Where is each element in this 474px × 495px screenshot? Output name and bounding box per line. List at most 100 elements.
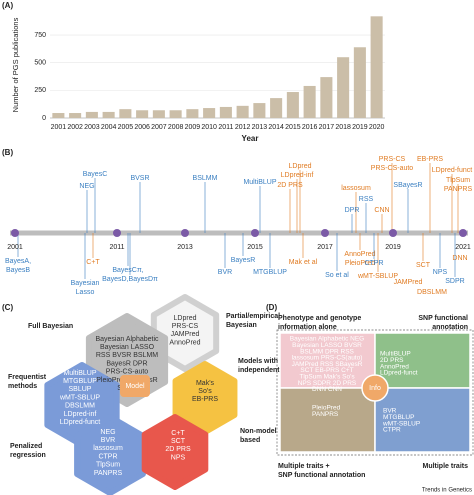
year-dot [11,229,19,237]
method: AnnoPred [169,339,200,346]
method: CTPR [383,427,401,434]
method: SBLUP [69,386,92,393]
method: 2D PRS [380,357,404,364]
method: lassosum [93,445,123,452]
panel-label: (C) [2,303,13,312]
method-label: LDpred-funct [432,167,473,174]
x-tick-label: 2018 [335,124,351,131]
method: So's [198,388,212,395]
method: DBSLMM [65,403,95,410]
bar [337,57,350,118]
group-label: regression [10,452,46,459]
method-label: NPS [433,269,448,276]
method: NPS SDPR 2D PRS [298,380,357,387]
year-dot [321,229,329,237]
x-tick-label: 2006 [134,124,150,131]
method-label: C+T [86,259,100,266]
method: TlpSum Mak's So's [299,374,355,381]
method-label: wMT-SBLUP [357,273,398,280]
group-label: annotation [432,324,468,331]
method-label: BayesR [231,257,256,264]
method: JAMPred RSS SBayesR [292,361,363,368]
method-label: BSLMM [193,175,218,182]
method-label: BVR [218,269,232,276]
center-circle [361,374,389,402]
method: LDpred-inf [64,411,97,418]
panel-label: (A) [2,1,13,10]
method: BSLMM DPR RSS [300,348,354,355]
method: AnnoPred [380,363,409,370]
bar [236,105,249,118]
hexagon [141,414,209,490]
method-label: MTGBLUP [253,269,287,276]
method-label: MultiBLUP [243,179,276,186]
bar [353,47,366,119]
method-label: BayesB [6,267,30,274]
method-label: Lasso [76,289,95,296]
method: PANPRS [94,470,123,477]
method: PRS-CS [172,323,199,330]
group-label: independent LD [238,367,291,374]
x-tick-label: 2020 [369,124,385,131]
bar [85,111,98,118]
frame [276,329,474,456]
method: MultiBLUP [63,370,96,377]
quadrant [279,332,376,389]
method-label: PANPRS [444,186,473,193]
method: wMT-SBLUP [382,420,420,427]
method-label: SDPR [445,278,464,285]
method-label: BayesCπ, [112,267,143,274]
quadrant [374,387,471,453]
group-label: Multiple traits + [278,463,330,470]
method-label: NEG [79,183,94,190]
year-dot [459,229,467,237]
center-box [120,375,150,397]
bar [253,103,266,118]
method: PleioPred [312,405,341,412]
method-label: Mak et al [289,259,318,266]
method: PANPRS [312,411,339,418]
method: LDpred-funct [60,419,101,426]
method: Bayesian Alphabetic NEG [290,336,364,343]
method-label: lassosum [341,185,371,192]
method: PRS-CS-auto [106,369,149,376]
x-tick-label: 2003 [84,124,100,131]
method-label: PRS-CS [379,156,406,163]
method: NEG [100,429,115,436]
year-label: 2013 [177,244,193,251]
bar [286,92,299,118]
method: wMT-SBLUP [59,394,100,401]
bar [219,106,232,118]
method-label: LDpred [289,163,312,170]
x-tick-label: 2011 [218,124,233,131]
y-tick-label: 500 [34,60,46,67]
hexagon [150,294,220,372]
y-tick-label: 0 [42,115,46,122]
method-label: DPR [345,207,360,214]
method: CTPR [98,453,117,460]
method-label: DNN [452,255,467,262]
bar [52,113,65,118]
method: JAMPred [171,331,200,338]
method-label: CTPR [364,260,383,267]
year-label: 2017 [317,244,333,251]
group-label: information alone [278,324,337,331]
method-label: PleioPred [345,260,375,267]
method: BVR [101,437,115,444]
method-label: Bayesian [71,280,100,287]
year-dot [251,229,259,237]
x-tick-label: 2019 [352,124,368,131]
method: TlpSum [96,462,120,469]
x-tick-label: 2013 [252,124,268,131]
bar [102,111,115,118]
y-tick-label: 250 [34,87,46,94]
method-label: BayesA, [5,258,31,265]
panel-label: (D) [266,303,277,312]
bar [69,113,82,118]
group-label: Multiple traits [422,463,468,470]
method: SCT [171,438,186,445]
panel-label: (B) [2,148,13,157]
bar [186,109,199,118]
year-dot [181,229,189,237]
